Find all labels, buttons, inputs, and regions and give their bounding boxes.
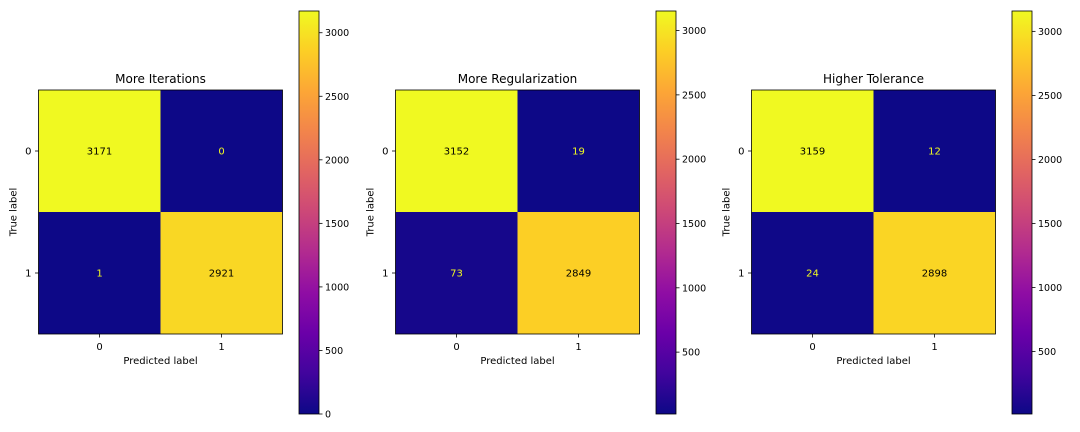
confusion-matrix-panel-2: 3152 19 73 2849 More Regularization 0 1 0 1 Predi… — [366, 10, 706, 415]
colorbar-tick-label: 2000 — [325, 155, 349, 166]
x-axis-label: Predicted label — [480, 356, 554, 367]
colorbar-tick-label: 3000 — [682, 26, 706, 37]
chart-title: More Iterations — [115, 72, 206, 86]
axes-frame — [395, 89, 640, 335]
chart-title: More Regularization — [458, 72, 578, 86]
matrix-cell — [517, 212, 640, 334]
y-axis-label: True label — [9, 188, 20, 238]
confusion-matrix-panel-1: 3171 0 1 2921 More Iterations 0 1 0 1 Predicted l… — [9, 10, 349, 421]
colorbar-tick-label: 500 — [325, 346, 343, 357]
colorbar-tick-label: 500 — [682, 348, 700, 359]
colorbar — [298, 10, 320, 415]
matrix-cell — [873, 212, 996, 334]
colorbar-tick-label: 1500 — [1038, 219, 1062, 230]
x-tick-label: 1 — [575, 342, 581, 353]
y-tick-label: 1 — [738, 269, 744, 280]
x-tick-label: 1 — [931, 342, 937, 353]
matrix-cell — [160, 90, 283, 212]
x-tick-label: 0 — [809, 342, 815, 353]
colorbar — [1011, 10, 1033, 415]
matrix-cell — [517, 90, 640, 212]
cell-value-label: 19 — [572, 147, 585, 158]
x-axis-label: Predicted label — [123, 356, 197, 367]
colorbar-tick-label: 2500 — [682, 90, 706, 101]
matrix-cell — [38, 90, 161, 212]
cell-value-label: 0 — [218, 147, 224, 158]
matrix-cell — [873, 90, 996, 212]
y-tick-label: 0 — [738, 147, 744, 158]
cell-value-label: 2898 — [922, 269, 947, 280]
colorbar-tick-label: 3000 — [1038, 27, 1062, 38]
cell-value-label: 12 — [928, 147, 941, 158]
colorbar-tick-label: 1000 — [1038, 283, 1062, 294]
y-tick-label: 1 — [25, 269, 31, 280]
chart-title: Higher Tolerance — [823, 72, 924, 86]
cell-value-label: 2849 — [566, 269, 591, 280]
colorbar-tick-label: 3000 — [325, 28, 349, 39]
cell-value-label: 3152 — [444, 147, 469, 158]
colorbar-tick-label: 2500 — [1038, 91, 1062, 102]
colorbar-tick-label: 500 — [1038, 347, 1056, 358]
colorbar-tick-label: 0 — [325, 410, 331, 421]
confusion-matrix-panel-3: 3159 12 24 2898 Higher Tolerance 0 1 0 1 Predicte… — [722, 10, 1062, 415]
colorbar-tick-label: 1000 — [682, 283, 706, 294]
cell-value-label: 24 — [806, 269, 819, 280]
colorbar-tick-label: 1000 — [325, 282, 349, 293]
matrix-cell — [751, 212, 874, 334]
y-tick-label: 1 — [382, 269, 388, 280]
x-tick-label: 0 — [96, 342, 102, 353]
colorbar — [655, 10, 677, 415]
matrix-cell — [751, 90, 874, 212]
colorbar-tick-label: 2000 — [1038, 155, 1062, 166]
cell-value-label: 1 — [96, 269, 102, 280]
colorbar-tick-label: 2000 — [682, 155, 706, 166]
cell-value-label: 2921 — [209, 269, 234, 280]
colorbar-tick-label: 2500 — [325, 92, 349, 103]
colorbar-tick-label: 1500 — [682, 219, 706, 230]
x-axis-label: Predicted label — [836, 356, 910, 367]
matrix-cell — [160, 212, 283, 334]
colorbar-tick-label: 1500 — [325, 219, 349, 230]
matrix-cell — [38, 212, 161, 334]
y-axis-label: True label — [366, 188, 377, 238]
x-tick-label: 0 — [453, 342, 459, 353]
axes-frame — [38, 89, 283, 335]
x-tick-label: 1 — [218, 342, 224, 353]
axes-frame — [751, 89, 996, 335]
y-tick-label: 0 — [25, 147, 31, 158]
cell-value-label: 3159 — [800, 147, 825, 158]
matrix-cell — [395, 212, 518, 334]
y-tick-label: 0 — [382, 147, 388, 158]
cell-value-label: 3171 — [87, 147, 112, 158]
y-axis-label: True label — [722, 188, 733, 238]
matrix-cell — [395, 90, 518, 212]
cell-value-label: 73 — [450, 269, 463, 280]
